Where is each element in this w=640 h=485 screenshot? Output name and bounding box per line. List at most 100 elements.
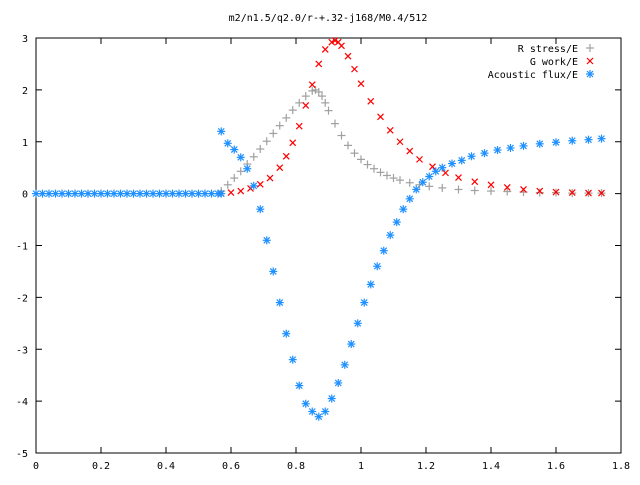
data-point	[331, 119, 339, 128]
data-point	[237, 187, 245, 195]
data-point	[598, 189, 605, 197]
data-point	[347, 340, 356, 349]
x-tick-label: 0.8	[287, 461, 305, 472]
data-point	[162, 189, 170, 198]
data-point	[351, 65, 358, 73]
series-0	[217, 85, 606, 198]
data-point	[58, 189, 66, 198]
x-tick-label: 1.6	[547, 461, 565, 472]
data-point	[249, 152, 258, 161]
data-point	[51, 189, 60, 198]
data-point	[425, 182, 434, 191]
data-point	[471, 178, 479, 186]
data-point	[217, 127, 226, 136]
data-point	[406, 147, 414, 155]
data-point	[373, 262, 382, 271]
data-point	[585, 189, 592, 197]
data-point	[321, 98, 330, 107]
data-point	[535, 139, 544, 148]
data-point	[366, 280, 375, 289]
data-point	[295, 122, 303, 130]
data-point	[282, 113, 291, 122]
data-point	[396, 138, 404, 146]
data-point	[308, 81, 316, 89]
legend-marker	[586, 44, 594, 52]
data-point	[493, 146, 502, 155]
data-point	[282, 152, 290, 160]
data-point	[389, 174, 398, 183]
data-point	[405, 194, 414, 203]
data-point	[276, 164, 284, 172]
data-point	[236, 167, 245, 176]
data-point	[340, 360, 349, 369]
plot-frame	[35, 37, 622, 454]
axis-ticks: 0 0.2 0.4 0.6 0.8 1 1.2 1.4 1.6 1.8 -5 -4 -3 -2 -1 0 1 2 3	[16, 34, 630, 472]
data-point	[377, 113, 384, 121]
data-point	[266, 174, 274, 182]
data-point	[431, 167, 440, 176]
data-point	[520, 186, 527, 193]
data-point	[386, 231, 395, 240]
data-point	[295, 381, 304, 390]
y-tick-label: -1	[16, 242, 28, 253]
data-point	[275, 121, 284, 130]
data-point	[338, 42, 345, 50]
legend: R stress/E G work/E Acoustic flux/E	[488, 44, 594, 81]
data-point	[536, 187, 544, 195]
data-point	[334, 378, 343, 387]
data-point	[438, 183, 447, 192]
x-tick-label: 1.8	[612, 461, 630, 472]
data-point	[412, 185, 421, 194]
data-point	[454, 185, 463, 194]
data-point	[321, 407, 330, 416]
x-tick-label: 0	[33, 461, 39, 472]
data-point	[487, 181, 495, 189]
data-point	[383, 171, 391, 180]
data-point	[337, 131, 346, 140]
y-tick-label: -3	[16, 345, 28, 356]
data-point	[295, 98, 304, 107]
data-point	[584, 135, 593, 144]
data-point	[480, 149, 489, 158]
data-point	[308, 407, 317, 416]
data-point	[288, 106, 297, 115]
y-tick-label: 0	[22, 190, 28, 201]
y-tick-label: -4	[16, 397, 28, 408]
data-point	[448, 159, 456, 168]
data-point	[84, 189, 92, 198]
data-point	[181, 189, 190, 198]
data-point	[64, 189, 73, 198]
data-point	[262, 236, 271, 245]
data-point	[217, 189, 226, 198]
data-point	[315, 60, 323, 68]
data-point	[288, 355, 297, 364]
data-point	[344, 52, 352, 60]
data-point	[269, 129, 278, 138]
legend-marker	[586, 57, 594, 65]
data-point	[230, 145, 239, 154]
data-point	[367, 97, 375, 105]
data-point	[318, 92, 326, 101]
data-point	[442, 169, 449, 177]
legend-label: G work/E	[530, 57, 578, 68]
data-point	[487, 187, 495, 196]
series-1	[217, 37, 605, 198]
chart-title: m2/n1.5/q2.0/r-+.32-j168/M0.4/512	[229, 13, 428, 24]
data-point	[249, 181, 258, 190]
data-point	[344, 141, 352, 150]
data-point	[597, 134, 606, 143]
data-point	[416, 155, 423, 163]
x-tick-label: 1.2	[417, 461, 435, 472]
data-point	[370, 164, 378, 173]
data-point	[519, 141, 528, 150]
data-point	[470, 186, 479, 195]
data-point	[324, 106, 333, 115]
data-point	[357, 80, 365, 88]
legend-marker	[586, 70, 594, 78]
data-point	[123, 189, 131, 198]
data-point	[289, 139, 297, 147]
y-tick-label: 2	[22, 86, 28, 97]
y-tick-label: 1	[22, 138, 28, 149]
data-point	[350, 149, 359, 158]
data-point	[552, 138, 560, 147]
